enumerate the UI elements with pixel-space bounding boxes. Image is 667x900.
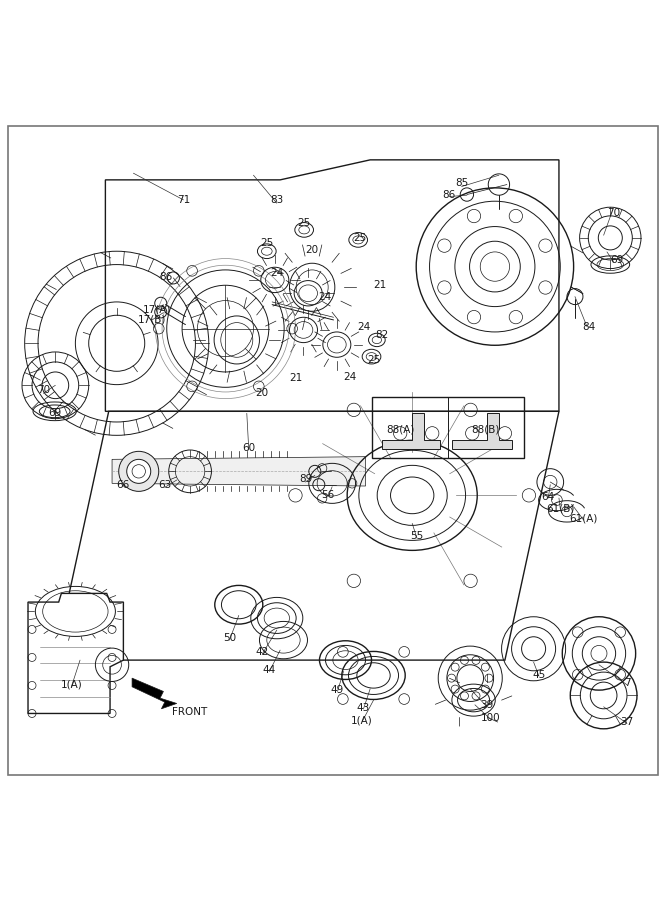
Text: 24: 24 — [358, 321, 371, 331]
Text: 25: 25 — [260, 238, 273, 248]
Circle shape — [127, 459, 151, 483]
Circle shape — [498, 427, 512, 440]
Polygon shape — [28, 593, 123, 714]
Text: 86: 86 — [159, 272, 172, 282]
Text: 17(A): 17(A) — [143, 305, 171, 315]
Text: 25: 25 — [297, 218, 310, 229]
Polygon shape — [132, 678, 177, 709]
Text: 64: 64 — [542, 491, 555, 501]
Text: 1(A): 1(A) — [352, 716, 373, 725]
Text: 25: 25 — [367, 355, 380, 365]
Text: 42: 42 — [255, 647, 269, 657]
Text: 45: 45 — [532, 670, 546, 680]
Text: 83: 83 — [270, 195, 283, 205]
Text: 21: 21 — [374, 280, 387, 290]
Text: 60: 60 — [242, 443, 255, 453]
Text: 89: 89 — [299, 474, 312, 484]
Text: 88(A): 88(A) — [386, 425, 414, 435]
Text: 84: 84 — [582, 321, 596, 331]
Polygon shape — [112, 456, 366, 486]
Text: 37: 37 — [620, 717, 634, 727]
Text: 70: 70 — [607, 208, 620, 218]
Text: 24: 24 — [270, 268, 283, 278]
Text: 24: 24 — [318, 292, 331, 302]
Text: 50: 50 — [223, 633, 236, 643]
Text: 69: 69 — [610, 255, 624, 265]
Text: 17(B): 17(B) — [138, 315, 166, 325]
Text: 1(A): 1(A) — [61, 680, 82, 689]
Text: 86: 86 — [442, 190, 456, 200]
Text: 56: 56 — [321, 491, 335, 500]
Polygon shape — [382, 413, 440, 449]
Text: 63: 63 — [158, 481, 171, 491]
Text: 24: 24 — [343, 372, 356, 382]
Text: 44: 44 — [263, 665, 276, 675]
Text: 20: 20 — [305, 245, 319, 255]
Text: 70: 70 — [37, 385, 50, 395]
Text: FRONT: FRONT — [173, 707, 207, 717]
Text: 85: 85 — [455, 178, 468, 188]
Circle shape — [466, 427, 479, 440]
Text: 7: 7 — [624, 679, 630, 688]
Circle shape — [119, 451, 159, 491]
Text: 71: 71 — [177, 195, 190, 205]
Text: 21: 21 — [289, 373, 302, 383]
Polygon shape — [452, 413, 512, 449]
Text: 49: 49 — [331, 685, 344, 695]
Text: 55: 55 — [410, 531, 424, 541]
Text: 100: 100 — [481, 713, 501, 723]
Text: 43: 43 — [357, 703, 370, 713]
Text: 66: 66 — [116, 480, 129, 490]
Circle shape — [394, 427, 407, 440]
Circle shape — [426, 427, 439, 440]
Text: 88(B): 88(B) — [472, 425, 500, 435]
Text: 69: 69 — [49, 409, 62, 419]
Bar — [372, 397, 524, 458]
Text: 25: 25 — [354, 233, 367, 243]
Text: 61(A): 61(A) — [570, 514, 598, 524]
Text: 39: 39 — [480, 700, 494, 710]
Text: 20: 20 — [255, 388, 269, 399]
Text: 61(B): 61(B) — [546, 503, 574, 513]
Text: 82: 82 — [375, 330, 388, 340]
